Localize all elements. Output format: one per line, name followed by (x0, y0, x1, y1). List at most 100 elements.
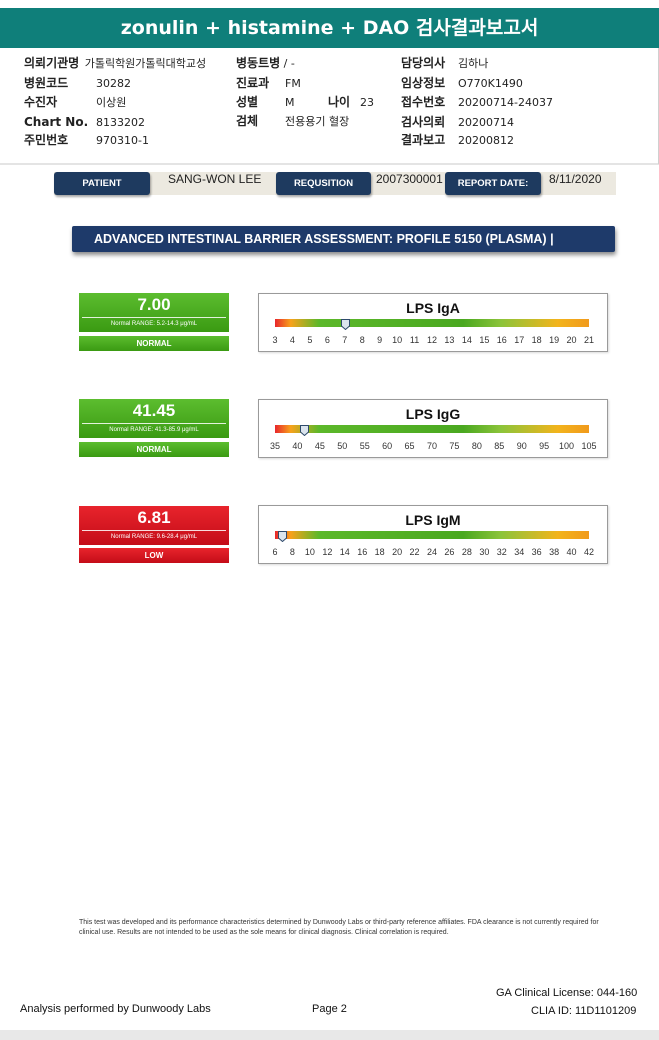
normal-range: Normal RANGE: 5.2-14.3 μg/mL (82, 317, 226, 330)
info-value-receipt: 20200714-24037 (458, 96, 553, 109)
tick-label: 13 (444, 335, 455, 345)
tick-labels: 6 8 10 12 14 16 18 20 22 24 26 28 30 32 34 36 38 40 42 (259, 547, 607, 559)
tick-label: 11 (409, 335, 420, 345)
page-bottom-strip (0, 1030, 659, 1040)
chart-title: LPS IgA (406, 300, 460, 316)
tick-label: 20 (392, 547, 403, 557)
tick-label: 80 (471, 441, 482, 451)
normal-range: Normal RANGE: 9.6-28.4 μg/mL (82, 530, 226, 543)
result-box-lps-iga: 7.00 Normal RANGE: 5.2-14.3 μg/mL (79, 293, 229, 332)
tick-label: 24 (426, 547, 438, 557)
tick-label: 50 (337, 441, 348, 451)
gauge-chart-lps-igm: LPS IgM 6 8 10 12 14 16 18 20 22 24 26 28 30 32 34 36 38… (258, 505, 608, 564)
value-marker (340, 315, 350, 331)
info-label-sex: 성별 (236, 95, 259, 109)
info-value-hospital-code: 30282 (96, 77, 131, 90)
tick-label: 36 (531, 547, 542, 557)
value-marker (299, 421, 309, 437)
tick-label: 8 (359, 335, 365, 345)
tick-label: 6 (324, 335, 330, 345)
tick-label: 21 (583, 335, 595, 345)
tick-label: 15 (479, 335, 490, 345)
tick-label: 70 (426, 441, 438, 451)
info-value-clinical: O770K1490 (458, 77, 523, 90)
requisition-label: REQUSITION (276, 172, 371, 195)
gauge-gradient (275, 319, 589, 327)
tick-label: 12 (322, 547, 333, 557)
tick-label: 35 (269, 441, 281, 451)
status-badge: NORMAL (79, 336, 229, 351)
tick-label: 16 (496, 335, 507, 345)
info-value-specimen: 전용용기 혈장 (285, 115, 350, 128)
patient-name: SANG-WON LEE (168, 172, 262, 186)
info-label-chart: Chart No. (24, 115, 89, 129)
requisition-value: 2007300001 (376, 172, 443, 186)
result-value: 6.81 (137, 508, 171, 527)
tick-label: 28 (461, 547, 472, 557)
clia-id: CLIA ID: 11D1101209 (531, 1005, 637, 1017)
info-label-clinical: 임상정보 (401, 76, 446, 90)
tick-label: 7 (342, 335, 348, 345)
tick-label: 40 (292, 441, 303, 451)
tick-label: 32 (496, 547, 507, 557)
info-value-report: 20200812 (458, 134, 514, 147)
info-label-age: 나이 (328, 95, 351, 109)
tick-label: 10 (392, 335, 403, 345)
normal-range: Normal RANGE: 41.3-85.9 μg/mL (82, 423, 226, 436)
tick-label: 8 (289, 547, 295, 557)
tick-label: 26 (444, 547, 455, 557)
tick-labels: 35 40 45 50 55 60 65 70 75 80 85 90 95 100 105 (259, 441, 607, 453)
tick-label: 9 (377, 335, 383, 345)
tick-label: 17 (514, 335, 525, 345)
report-date-value: 8/11/2020 (549, 172, 602, 186)
info-label-dept: 진료과 (236, 76, 270, 90)
gauge-chart-lps-igg: LPS IgG 35 40 45 50 55 60 65 70 75 80 85 90 95 100 105 (258, 399, 608, 458)
info-label-report: 결과보고 (401, 133, 446, 147)
tick-label: 16 (357, 547, 368, 557)
marker-shape (299, 425, 309, 437)
info-value-dept: FM (285, 77, 301, 90)
tick-label: 90 (516, 441, 527, 451)
info-value: 가톨릭학원가톨릭대학교성 (84, 57, 207, 70)
info-value-patient: 이상원 (96, 96, 127, 109)
tick-label: 105 (581, 441, 597, 451)
tick-label: 60 (382, 441, 393, 451)
tick-labels: 3 4 5 6 7 8 9 10 11 12 13 14 15 16 17 18 19 20 21 (259, 335, 607, 347)
marker-shape (340, 319, 350, 331)
page-number: Page 2 (312, 1003, 347, 1015)
tick-label: 40 (566, 547, 577, 557)
report-title: zonulin + histamine + DAO 검사결과보고서 (0, 8, 659, 48)
tick-label: 14 (461, 335, 472, 345)
info-label: 병원코드 (24, 76, 69, 90)
chart-title: LPS IgG (405, 406, 461, 422)
tick-label: 85 (494, 441, 505, 451)
info-row-hospital-code: 병원코드 (24, 77, 68, 90)
result-box-lps-igm: 6.81 Normal RANGE: 9.6-28.4 μg/mL (79, 506, 229, 545)
tick-label: 55 (359, 441, 370, 451)
status-badge: NORMAL (79, 442, 229, 457)
info-label-patient: 수진자 (24, 95, 58, 109)
info-value-sex: M (285, 96, 295, 109)
tick-label: 19 (549, 335, 560, 345)
info-value-resident-id: 970310-1 (96, 134, 149, 147)
tick-label: 95 (539, 441, 550, 451)
tick-label: 3 (272, 335, 278, 345)
info-value-doctor: 김하나 (458, 57, 489, 70)
tick-label: 45 (314, 441, 325, 451)
result-value: 7.00 (137, 295, 171, 314)
info-value-age: 23 (360, 96, 374, 109)
disclaimer-text: This test was developed and its performa… (79, 919, 599, 936)
info-label-specimen: 검체 (236, 114, 259, 128)
marker-shape (278, 531, 288, 543)
tick-label: 5 (307, 335, 313, 345)
tick-label: 18 (531, 335, 542, 345)
info-label: 의뢰기관명 (24, 56, 80, 70)
tick-label: 65 (404, 441, 415, 451)
status-badge: LOW (79, 548, 229, 563)
info-label-request: 검사의뢰 (401, 115, 446, 129)
patient-label: PATIENT (54, 172, 150, 195)
info-value-request: 20200714 (458, 116, 514, 129)
tick-label: 20 (566, 335, 577, 345)
section-title: ADVANCED INTESTINAL BARRIER ASSESSMENT: … (72, 226, 615, 252)
